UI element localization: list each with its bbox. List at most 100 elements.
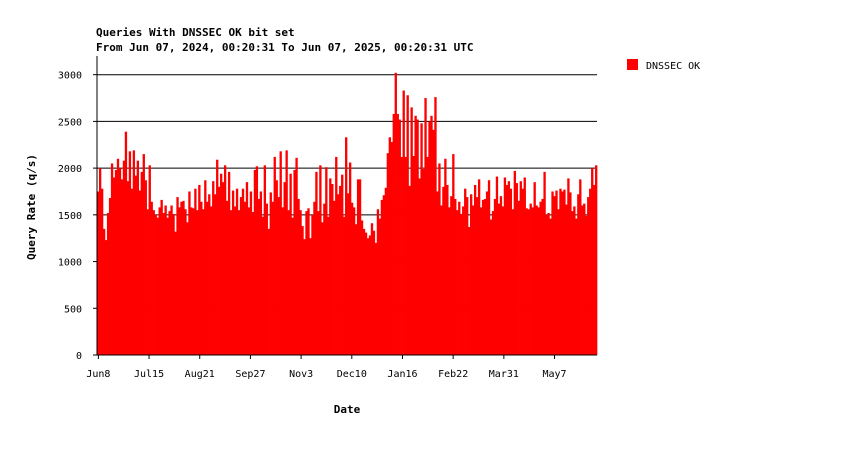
bar (452, 154, 455, 355)
bar (309, 238, 312, 355)
bar (190, 207, 193, 355)
y-tick-label: 500 (64, 304, 82, 315)
bar (239, 197, 243, 355)
bar (253, 169, 257, 355)
bar (313, 201, 316, 355)
bar (281, 207, 284, 355)
x-tick-labels: Jun8 Jul15 Aug21 Sep27 Nov3 Dec10 Jan16 Feb22 Ma… (86, 355, 567, 380)
bar (434, 97, 437, 356)
bar (416, 119, 419, 355)
bar (531, 207, 534, 355)
bar (100, 188, 104, 355)
bar (460, 213, 463, 355)
bar (297, 198, 300, 355)
y-tick-label: 1000 (58, 258, 82, 269)
bar (154, 214, 157, 355)
bar (269, 192, 272, 355)
bar (374, 242, 378, 356)
bar (446, 184, 449, 355)
axes (96, 56, 597, 356)
bar (227, 171, 231, 355)
bar (458, 201, 461, 355)
bar (350, 202, 354, 355)
bar (194, 188, 197, 355)
bar (380, 199, 384, 355)
bar (311, 214, 314, 355)
bar (206, 201, 209, 355)
bar (345, 137, 348, 355)
bar (114, 169, 118, 355)
bar (275, 180, 278, 355)
bar (341, 174, 344, 355)
bar (402, 90, 405, 355)
bar (225, 200, 229, 355)
bar (339, 185, 342, 355)
bar (509, 188, 513, 355)
bar (122, 160, 126, 355)
y-tick-label: 2000 (58, 164, 82, 175)
bar (543, 171, 546, 355)
bar (448, 207, 451, 355)
bar (370, 223, 374, 355)
bar (301, 226, 304, 355)
bar (362, 228, 366, 355)
bar (118, 168, 122, 356)
bar (166, 217, 169, 355)
bar (229, 210, 233, 355)
bar (283, 182, 286, 355)
bar (464, 188, 467, 355)
bar (525, 208, 528, 355)
bar (138, 190, 141, 355)
bar (188, 191, 191, 355)
bar (212, 181, 215, 355)
bar (444, 158, 447, 355)
bar (172, 213, 175, 355)
bar (196, 210, 199, 355)
bar (422, 169, 425, 355)
bar (593, 184, 596, 355)
bar (414, 115, 417, 355)
bar (442, 186, 445, 355)
bar (579, 179, 582, 355)
bar (551, 191, 554, 355)
bar (259, 191, 263, 355)
bar (198, 184, 201, 355)
bar (176, 197, 179, 355)
bar (134, 175, 138, 355)
bar (243, 201, 247, 355)
bar (233, 206, 237, 355)
bar (472, 205, 475, 355)
x-tick-label: Dec10 (337, 369, 367, 380)
bar (454, 198, 457, 355)
bar (533, 182, 536, 355)
bar (595, 165, 598, 355)
bar (245, 182, 249, 355)
bar (497, 203, 501, 355)
bar (523, 177, 526, 355)
bar (412, 155, 415, 355)
bar (428, 121, 431, 355)
bar (130, 188, 134, 355)
bar (505, 184, 509, 355)
bar (483, 198, 487, 355)
bar (214, 194, 217, 355)
bar (376, 209, 380, 355)
bar (168, 211, 171, 355)
bar (178, 207, 181, 355)
bar (347, 193, 350, 355)
bar (527, 209, 530, 355)
bar (144, 180, 147, 355)
bar (450, 196, 453, 355)
bar (481, 199, 485, 355)
bar (535, 205, 538, 355)
bar (503, 177, 507, 355)
bar (124, 131, 128, 355)
bar (432, 129, 435, 355)
bar (110, 163, 114, 355)
bar (120, 179, 124, 355)
bar (424, 98, 427, 356)
bar (277, 197, 280, 355)
bar (366, 238, 370, 355)
bar (279, 151, 282, 355)
bar (202, 209, 205, 355)
